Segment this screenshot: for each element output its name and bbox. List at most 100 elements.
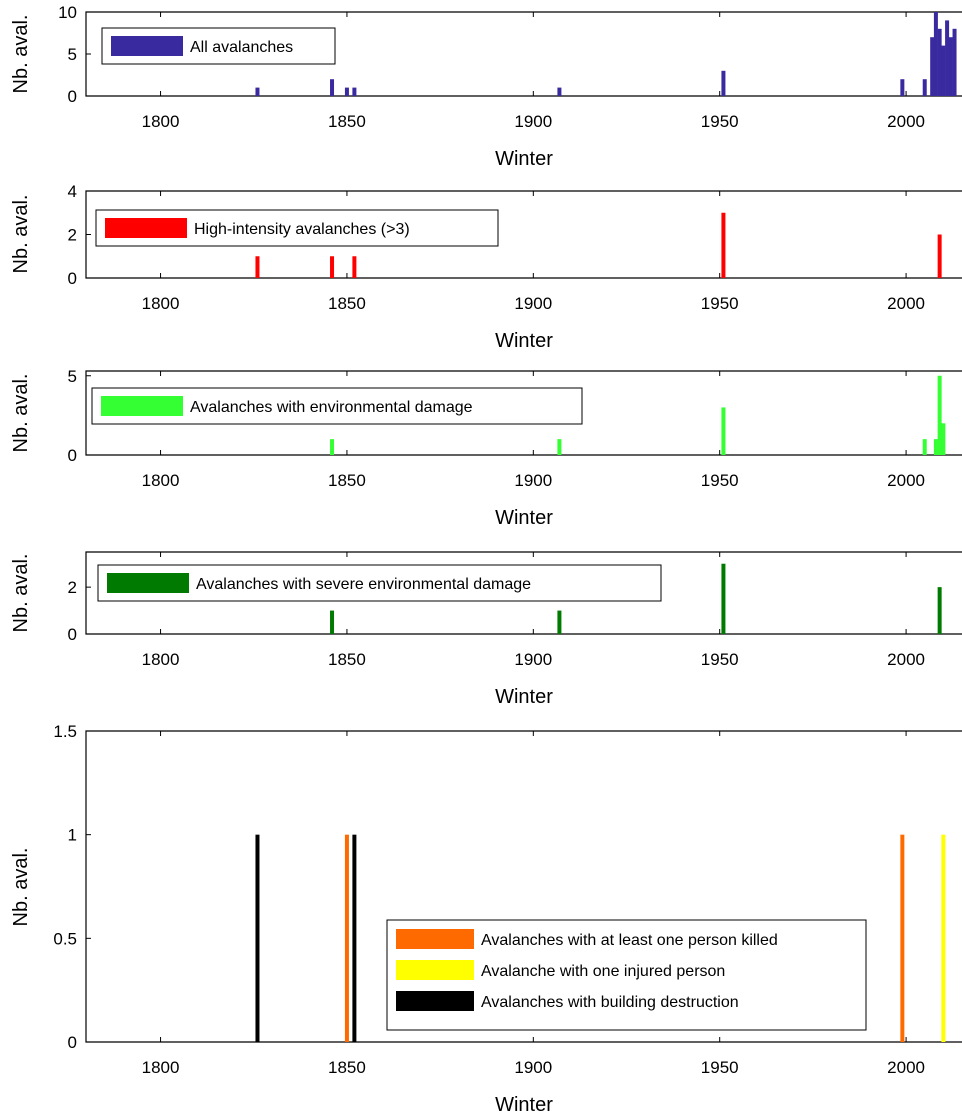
y-axis-title: Nb. aval. — [10, 195, 32, 274]
x-axis-title: Winter — [495, 330, 553, 352]
x-axis-title: Winter — [495, 507, 553, 529]
bar — [352, 834, 357, 1042]
x-tick-label: 1900 — [514, 112, 552, 131]
bar — [557, 610, 562, 634]
x-axis-title: Winter — [495, 686, 553, 708]
legend-swatch — [111, 36, 183, 56]
chart-panel-1: 1800 1850 1900 1950 2000 0 5 10 Winter Nb. aval. A… — [10, 3, 962, 170]
bar — [255, 834, 260, 1042]
bar — [330, 256, 335, 278]
chart-panel-3: 1800 1850 1900 1950 2000 0 5 Winter Nb. aval. Ava… — [10, 367, 962, 529]
bar — [352, 256, 357, 278]
legend-label: Avalanches with environmental damage — [190, 399, 473, 416]
x-tick-label: 1950 — [701, 471, 739, 490]
bar — [330, 439, 335, 455]
chart-panel-5: 1800 1850 1900 1950 2000 0 0.5 1 1.5 Winter Nb. av… — [10, 722, 962, 1113]
chart-panel-4: 1800 1850 1900 1950 2000 0 2 Winter Nb. aval. Ava… — [10, 551, 962, 708]
bar — [900, 834, 905, 1042]
bar — [941, 834, 946, 1042]
y-tick-label: 0 — [68, 269, 77, 288]
chart-panel-2: 1800 1850 1900 1950 2000 0 2 4 Winter Nb. aval. Hi… — [10, 182, 962, 352]
legend-label: Avalanche with one injured person — [481, 963, 725, 980]
bar — [937, 587, 942, 634]
y-tick-label: 0 — [68, 87, 77, 106]
x-tick-label: 1850 — [328, 294, 366, 313]
x-tick-label: 1950 — [701, 294, 739, 313]
x-tick-label: 1950 — [701, 1058, 739, 1077]
x-tick-label: 1850 — [328, 112, 366, 131]
bar — [945, 20, 950, 96]
x-tick-label: 2000 — [887, 471, 925, 490]
legend-swatch — [101, 396, 183, 416]
bar — [330, 79, 335, 96]
bar — [352, 87, 357, 96]
y-tick-label: 0 — [68, 446, 77, 465]
x-tick-label: 1850 — [328, 1058, 366, 1077]
legend-swatch — [105, 218, 187, 238]
legend-label: Avalanches with at least one person kill… — [481, 932, 778, 949]
legend-label: Avalanches with building destruction — [481, 994, 739, 1011]
axes-frame — [85, 551, 962, 635]
legend-label: All avalanches — [190, 39, 293, 56]
x-tick-label: 1900 — [514, 294, 552, 313]
bar — [948, 37, 953, 96]
bar — [941, 423, 946, 455]
bar — [557, 439, 562, 455]
y-tick-label: 2 — [68, 578, 77, 597]
bar — [922, 439, 927, 455]
x-tick-label: 1900 — [514, 650, 552, 669]
legend-swatch — [396, 929, 474, 949]
bar — [255, 87, 260, 96]
bar — [922, 79, 927, 96]
bar — [933, 12, 938, 96]
y-tick-label: 10 — [58, 3, 77, 22]
legend-box — [97, 564, 662, 602]
y-tick-label: 4 — [68, 182, 77, 201]
y-tick-label: 1.5 — [53, 722, 77, 741]
legend-swatch — [107, 573, 189, 593]
x-tick-label: 1950 — [701, 112, 739, 131]
x-tick-label: 2000 — [887, 112, 925, 131]
axes-frame — [85, 730, 962, 1043]
bar — [721, 212, 726, 278]
bar — [721, 70, 726, 96]
y-axis-title: Nb. aval. — [10, 374, 32, 453]
x-tick-label: 1900 — [514, 471, 552, 490]
bar — [255, 256, 260, 278]
bar — [941, 45, 946, 96]
y-tick-label: 2 — [68, 226, 77, 245]
bar — [330, 610, 335, 634]
bar — [937, 375, 942, 455]
x-axis-title: Winter — [495, 1094, 553, 1113]
y-tick-label: 5 — [68, 367, 77, 386]
legend-label: Avalanches with severe environmental dam… — [196, 576, 531, 593]
y-axis-title: Nb. aval. — [10, 554, 32, 633]
x-tick-label: 1900 — [514, 1058, 552, 1077]
y-tick-label: 5 — [68, 45, 77, 64]
x-axis-title: Winter — [495, 148, 553, 170]
x-tick-label: 1800 — [142, 112, 180, 131]
x-tick-label: 1800 — [142, 650, 180, 669]
bar — [937, 28, 942, 96]
x-tick-label: 1800 — [142, 294, 180, 313]
x-tick-label: 1950 — [701, 650, 739, 669]
y-tick-label: 0 — [68, 625, 77, 644]
axes-frame — [85, 370, 962, 456]
x-tick-label: 1850 — [328, 471, 366, 490]
y-tick-label: 0 — [68, 1033, 77, 1052]
x-tick-label: 1800 — [142, 1058, 180, 1077]
legend-swatch — [396, 960, 474, 980]
x-tick-label: 2000 — [887, 650, 925, 669]
legend-label: High-intensity avalanches (>3) — [194, 221, 410, 238]
y-tick-label: 0.5 — [53, 929, 77, 948]
x-tick-label: 2000 — [887, 294, 925, 313]
x-tick-label: 1850 — [328, 650, 366, 669]
bar — [937, 234, 942, 278]
bar — [933, 439, 938, 455]
bar — [344, 87, 349, 96]
bar — [930, 37, 935, 96]
bar — [900, 79, 905, 96]
bar — [557, 87, 562, 96]
y-axis-title: Nb. aval. — [10, 848, 32, 927]
